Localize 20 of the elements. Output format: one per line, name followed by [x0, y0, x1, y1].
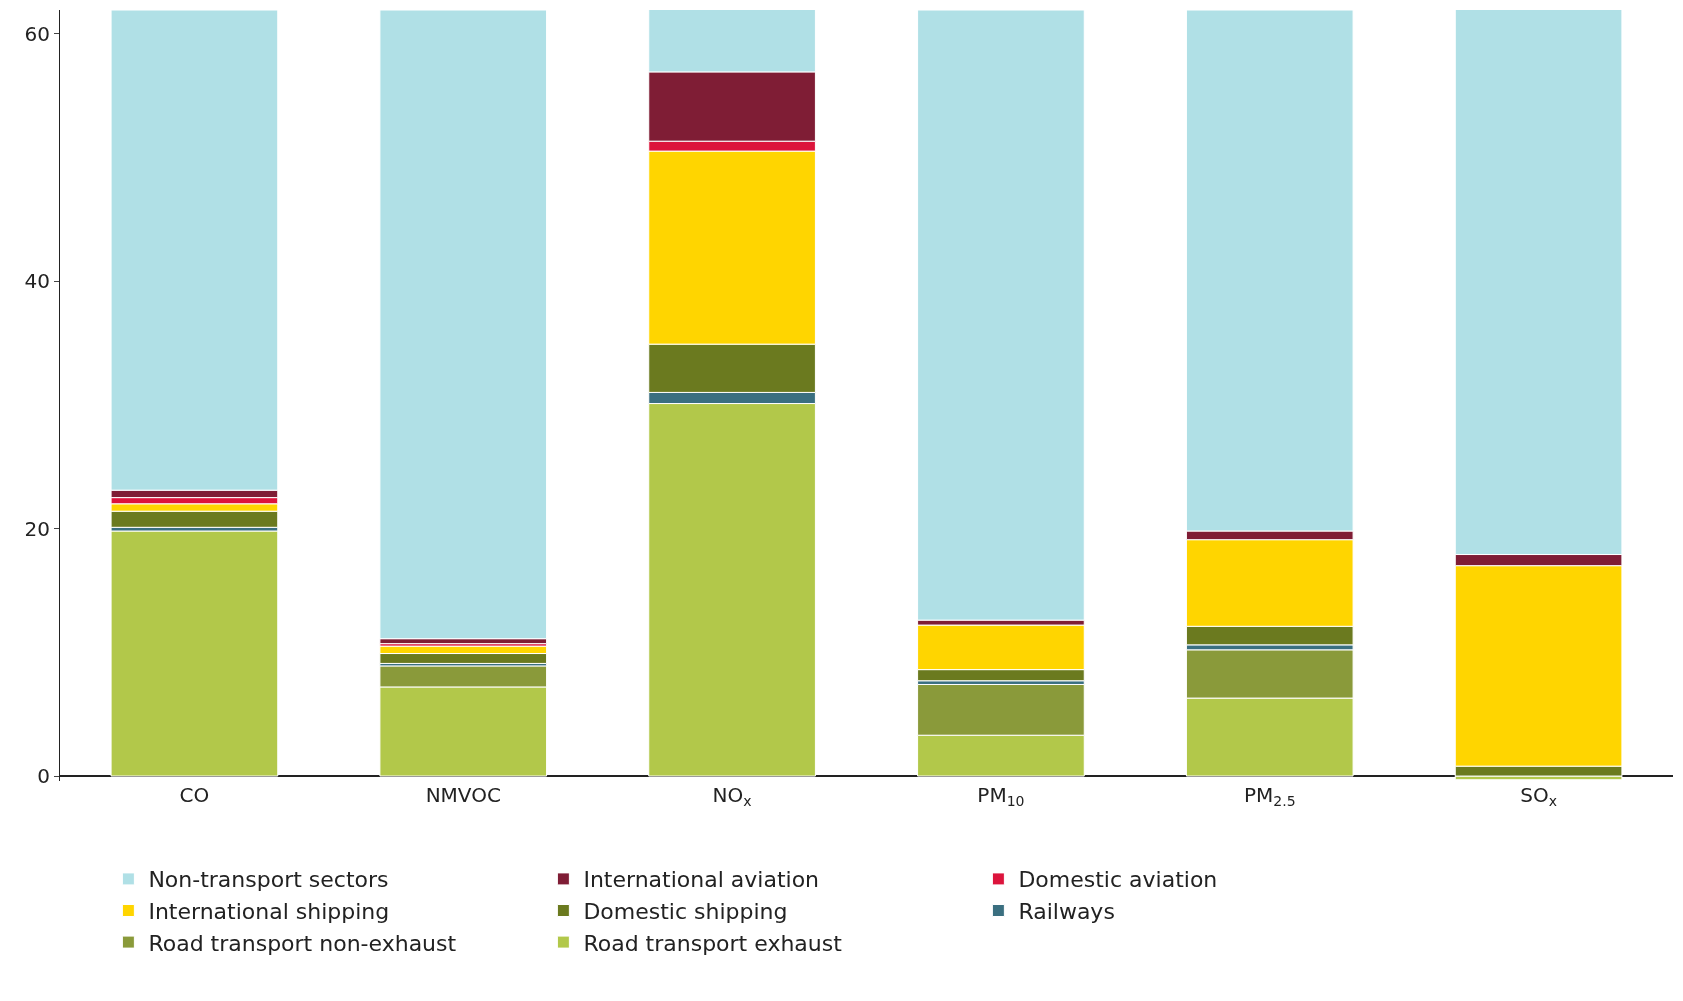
y-tick-label: 0	[37, 764, 50, 789]
legend-label: Domestic shipping	[583, 899, 788, 925]
x-tick-label: SO$_{x}$	[1520, 783, 1557, 810]
x-tick-label: NMVOC	[425, 783, 501, 807]
legend-label: Domestic aviation	[1018, 867, 1218, 893]
legend-label: International shipping	[148, 899, 390, 925]
y-tick-label: 60	[24, 21, 50, 46]
x-tick-label: PM$_{10}$	[977, 783, 1025, 810]
legend-label: International aviation	[583, 867, 820, 893]
legend-label: Railways	[1018, 899, 1115, 925]
legend-label: Road transport non-exhaust	[148, 930, 457, 956]
y-tick-label: 40	[24, 269, 50, 294]
bar	[379, 10, 548, 640]
bar	[110, 530, 279, 777]
legend-label: Non-transport sectors	[148, 867, 389, 893]
x-tick-label: PM$_{2.5}$	[1243, 783, 1296, 810]
y-tick-label: 20	[24, 516, 50, 541]
x-tick-label: CO	[179, 783, 210, 807]
x-tick-label: NO$_{x}$	[712, 783, 752, 810]
legend-label: Road transport exhaust	[583, 930, 843, 956]
